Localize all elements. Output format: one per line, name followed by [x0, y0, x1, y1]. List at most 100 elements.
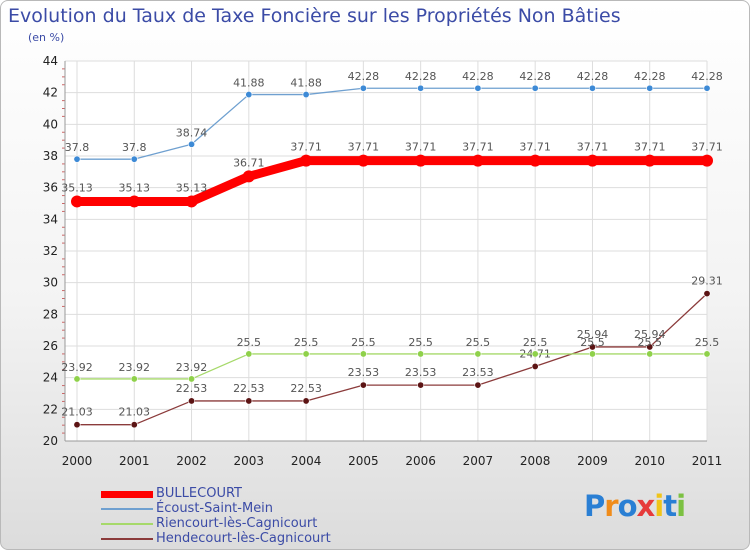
data-label-coust-saint-mein: 41.88: [290, 77, 322, 90]
data-label-bullecourt: 37.71: [405, 141, 437, 154]
y-tick-label: 20: [43, 434, 58, 448]
y-tick-label: 38: [43, 149, 58, 163]
data-point-coust-saint-mein: [359, 84, 367, 92]
y-tick-label: 26: [43, 339, 58, 353]
x-tick-label: 2011: [692, 454, 723, 468]
series-line-riencourt-l-s-cagnicourt: [77, 353, 707, 380]
data-point-riencourt-l-s-cagnicourt: [245, 350, 253, 358]
y-tick-label: 28: [43, 307, 58, 321]
y-axis-unit-label: (en %): [28, 31, 65, 44]
legend-label: Hendecourt-lès-Cagnicourt: [156, 531, 331, 546]
data-point-coust-saint-mein: [531, 84, 539, 92]
y-tick-label: 34: [43, 212, 58, 226]
data-label-coust-saint-mein: 41.88: [233, 77, 265, 90]
data-label-bullecourt: 35.13: [119, 181, 151, 194]
y-tick-label: 22: [43, 402, 58, 416]
legend-item: Hendecourt-lès-Cagnicourt: [101, 531, 401, 547]
logo-letter: x: [636, 489, 656, 523]
data-label-hendecourt-l-s-cagnicourt: 25.94: [577, 328, 609, 341]
data-label-bullecourt: 35.13: [61, 181, 93, 194]
data-label-hendecourt-l-s-cagnicourt: 22.53: [290, 382, 322, 395]
logo-letter: i: [676, 489, 686, 523]
data-label-riencourt-l-s-cagnicourt: 23.92: [176, 361, 208, 374]
y-tick-label: 44: [43, 54, 58, 68]
data-point-coust-saint-mein: [588, 84, 596, 92]
legend-swatch: [101, 491, 153, 498]
legend-label: BULLECOURT: [156, 486, 242, 501]
data-point-bullecourt: [242, 170, 255, 183]
data-label-bullecourt: 37.71: [348, 141, 380, 154]
data-label-riencourt-l-s-cagnicourt: 25.5: [351, 336, 376, 349]
data-point-riencourt-l-s-cagnicourt: [359, 350, 367, 358]
x-tick-label: 2002: [176, 454, 207, 468]
data-point-bullecourt: [586, 154, 599, 167]
data-point-hendecourt-l-s-cagnicourt: [188, 397, 196, 405]
data-point-hendecourt-l-s-cagnicourt: [646, 343, 654, 351]
data-label-coust-saint-mein: 37.8: [65, 141, 90, 154]
data-point-bullecourt: [300, 154, 313, 167]
data-point-hendecourt-l-s-cagnicourt: [703, 290, 711, 298]
x-tick-label: 2006: [405, 454, 436, 468]
series-line-coust-saint-mein: [77, 87, 707, 160]
data-label-riencourt-l-s-cagnicourt: 25.5: [294, 336, 319, 349]
data-point-coust-saint-mein: [474, 84, 482, 92]
data-point-bullecourt: [471, 154, 484, 167]
data-point-bullecourt: [357, 154, 370, 167]
data-point-hendecourt-l-s-cagnicourt: [531, 362, 539, 370]
data-label-riencourt-l-s-cagnicourt: 25.5: [408, 336, 433, 349]
data-label-riencourt-l-s-cagnicourt: 25.5: [523, 336, 548, 349]
data-label-bullecourt: 37.71: [519, 141, 551, 154]
data-label-bullecourt: 37.71: [691, 141, 723, 154]
y-tick-label: 30: [43, 276, 58, 290]
logo-letter: t: [663, 489, 677, 523]
y-tick-label: 36: [43, 181, 58, 195]
logo-letter: P: [584, 489, 605, 523]
data-label-riencourt-l-s-cagnicourt: 25.5: [466, 336, 491, 349]
data-point-hendecourt-l-s-cagnicourt: [245, 397, 253, 405]
data-point-coust-saint-mein: [73, 155, 81, 163]
data-label-hendecourt-l-s-cagnicourt: 22.53: [233, 382, 265, 395]
data-point-riencourt-l-s-cagnicourt: [703, 350, 711, 358]
data-label-bullecourt: 37.71: [290, 141, 322, 154]
data-point-coust-saint-mein: [245, 91, 253, 99]
x-tick-label: 2004: [291, 454, 322, 468]
data-point-hendecourt-l-s-cagnicourt: [73, 421, 81, 429]
data-label-hendecourt-l-s-cagnicourt: 25.94: [634, 328, 666, 341]
data-label-coust-saint-mein: 42.28: [405, 70, 437, 83]
data-label-coust-saint-mein: 42.28: [462, 70, 494, 83]
legend: BULLECOURT Écoust-Saint-Mein Riencourt-lès…: [101, 486, 401, 547]
data-label-hendecourt-l-s-cagnicourt: 29.31: [691, 275, 723, 288]
x-tick-label: 2005: [348, 454, 379, 468]
legend-swatch: [101, 523, 153, 525]
data-label-coust-saint-mein: 42.28: [691, 70, 723, 83]
data-label-coust-saint-mein: 37.8: [122, 141, 147, 154]
data-label-bullecourt: 36.71: [233, 156, 265, 169]
data-label-bullecourt: 37.71: [634, 141, 666, 154]
data-label-bullecourt: 35.13: [176, 181, 208, 194]
proxiti-logo: Proxiti: [584, 489, 686, 523]
series-line-hendecourt-l-s-cagnicourt: [77, 293, 708, 426]
legend-swatch: [101, 508, 153, 510]
y-tick-label: 32: [43, 244, 58, 258]
data-point-riencourt-l-s-cagnicourt: [73, 375, 81, 383]
data-label-hendecourt-l-s-cagnicourt: 23.53: [405, 366, 437, 379]
chart-title: Evolution du Taux de Taxe Foncière sur l…: [8, 5, 621, 27]
data-label-hendecourt-l-s-cagnicourt: 21.03: [119, 406, 151, 419]
legend-item: BULLECOURT: [101, 486, 401, 502]
x-tick-label: 2000: [62, 454, 93, 468]
data-point-hendecourt-l-s-cagnicourt: [417, 381, 425, 389]
y-tick-label: 24: [43, 371, 58, 385]
data-point-riencourt-l-s-cagnicourt: [531, 350, 539, 358]
x-tick-label: 2009: [577, 454, 608, 468]
y-tick-label: 40: [43, 117, 58, 131]
x-tick-label: 2008: [520, 454, 551, 468]
data-point-bullecourt: [529, 154, 542, 167]
data-label-riencourt-l-s-cagnicourt: 23.92: [61, 361, 93, 374]
data-label-coust-saint-mein: 38.74: [176, 126, 208, 139]
data-point-bullecourt: [71, 195, 83, 208]
data-point-riencourt-l-s-cagnicourt: [188, 375, 196, 383]
data-point-hendecourt-l-s-cagnicourt: [474, 381, 482, 389]
data-point-hendecourt-l-s-cagnicourt: [130, 421, 138, 429]
logo-letter: o: [617, 489, 638, 523]
x-tick-label: 2010: [634, 454, 665, 468]
